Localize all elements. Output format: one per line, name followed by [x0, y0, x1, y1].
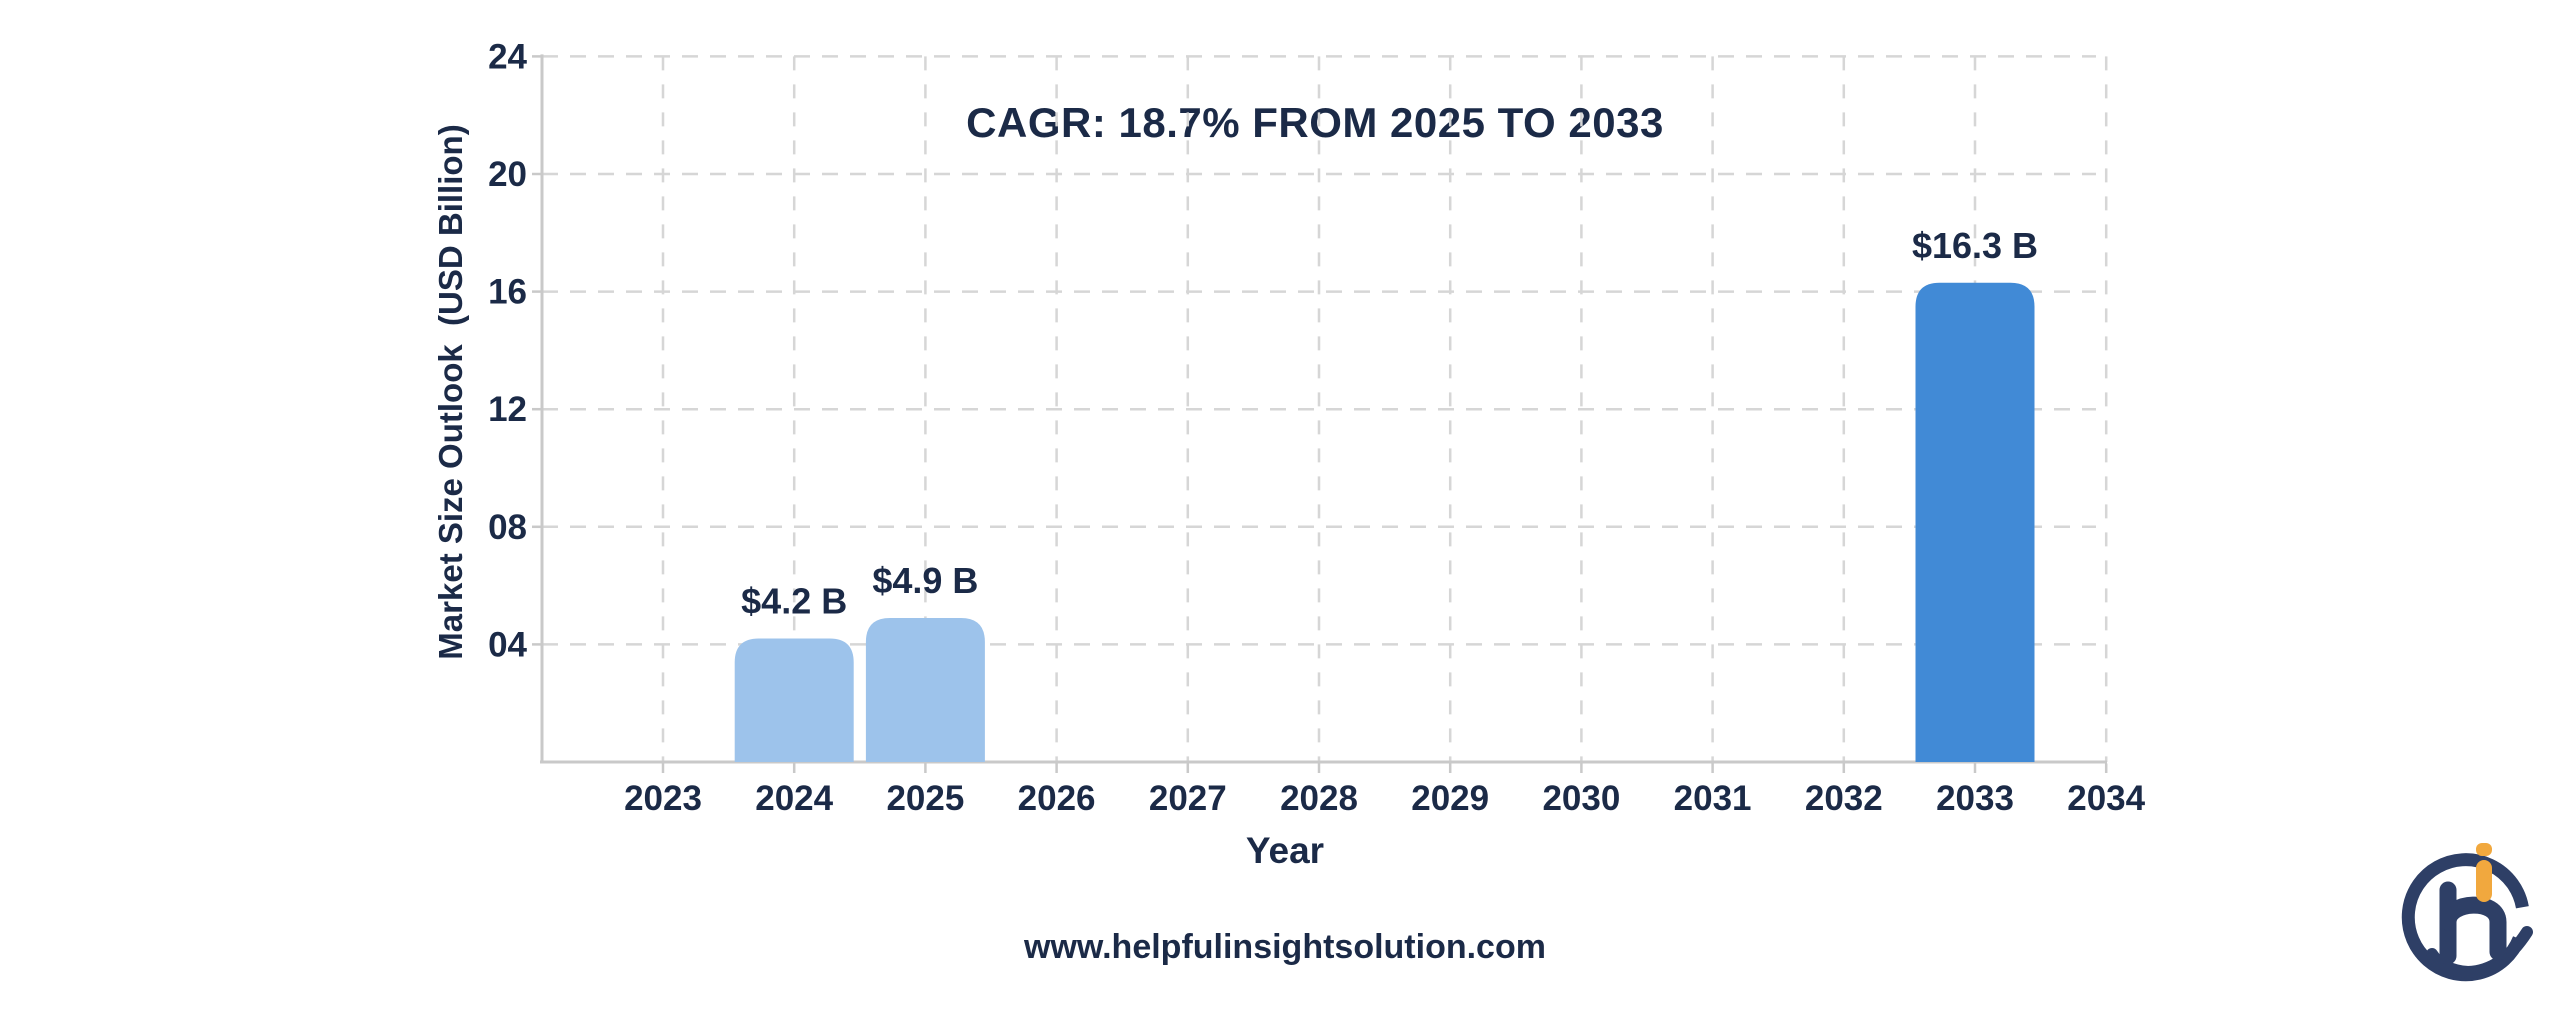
- bar-2033: [1915, 282, 2035, 762]
- website-url: www.helpfulinsightsolution.com: [1024, 928, 1546, 966]
- y-tick-label: 16: [488, 273, 527, 312]
- logo-swoosh: [2426, 926, 2533, 979]
- chart-title: CAGR: 18.7% FROM 2025 TO 2033: [966, 99, 1664, 146]
- bar-value-label-2024: $4.2 B: [741, 581, 847, 622]
- bar-2025: [865, 617, 985, 762]
- x-tick-label: 2029: [1411, 779, 1489, 818]
- y-tick-label: 12: [488, 390, 527, 429]
- x-tick-label: 2024: [755, 779, 833, 818]
- company-logo: [2401, 843, 2533, 982]
- y-tick-label: 04: [488, 625, 527, 664]
- x-tick-label: 2028: [1280, 779, 1358, 818]
- x-tick-label: 2033: [1936, 779, 2014, 818]
- y-tick-label: 20: [488, 155, 527, 194]
- bar-value-label-2025: $4.9 B: [872, 560, 978, 601]
- x-tick-label: 2032: [1805, 779, 1883, 818]
- x-axis-title: Year: [1245, 830, 1325, 871]
- x-tick-label: 2031: [1674, 779, 1752, 818]
- x-tick-label: 2026: [1018, 779, 1096, 818]
- x-tick-label: 2025: [886, 779, 964, 818]
- y-tick-label: 24: [488, 37, 527, 76]
- y-tick-label: 08: [488, 508, 527, 547]
- logo-letter-i-dot: [2476, 843, 2492, 856]
- bar-2024: [734, 638, 854, 762]
- x-tick-label: 2034: [2067, 779, 2145, 818]
- bar-value-label-2033: $16.3 B: [1912, 225, 2038, 266]
- x-tick-label: 2027: [1149, 779, 1227, 818]
- logo-letter-h-arch: [2439, 896, 2507, 961]
- x-tick-label: 2023: [624, 779, 702, 818]
- x-tick-label: 2030: [1542, 779, 1620, 818]
- logo-letter-i-stem: [2476, 860, 2492, 902]
